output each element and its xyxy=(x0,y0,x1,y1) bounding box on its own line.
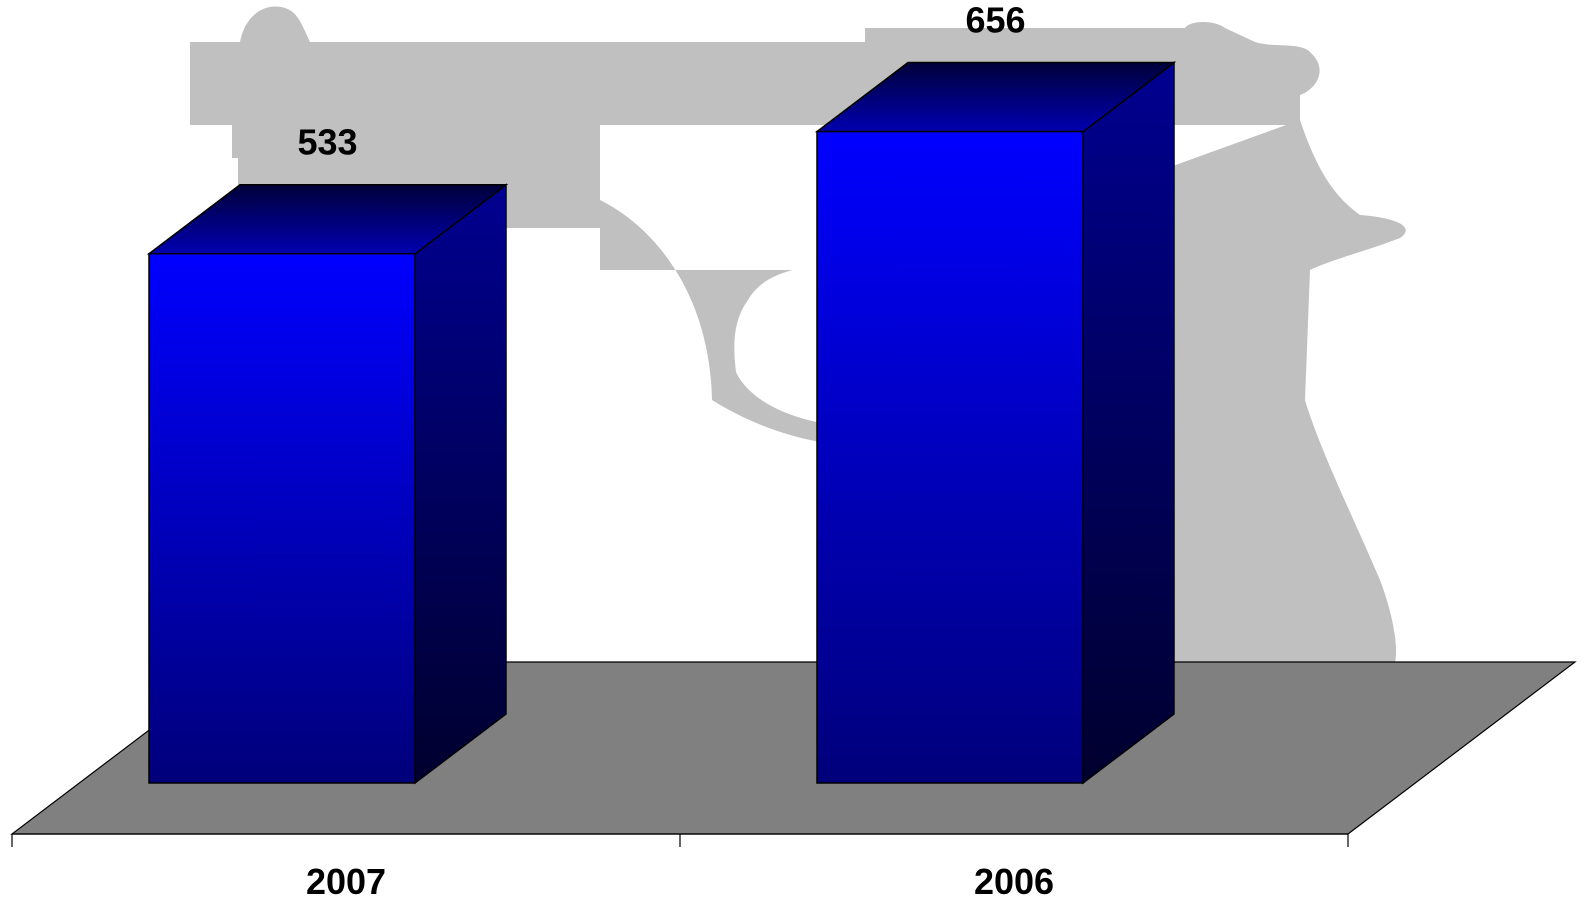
data-labels: 533 2007 656 2006 xyxy=(297,0,1054,902)
bar-front-face xyxy=(816,130,1084,784)
category-label-2007: 2007 xyxy=(306,861,386,902)
data-label-2006: 656 xyxy=(965,0,1025,41)
bar-side-face xyxy=(1082,61,1175,785)
bar-2006 xyxy=(814,61,1177,785)
bar-side-face xyxy=(414,183,507,785)
bar-front-face xyxy=(148,252,416,784)
bar-2007 xyxy=(146,183,509,785)
bars xyxy=(146,61,1177,785)
data-label-2007: 533 xyxy=(297,122,357,163)
category-label-2006: 2006 xyxy=(974,861,1054,902)
category-axis xyxy=(11,833,1349,847)
